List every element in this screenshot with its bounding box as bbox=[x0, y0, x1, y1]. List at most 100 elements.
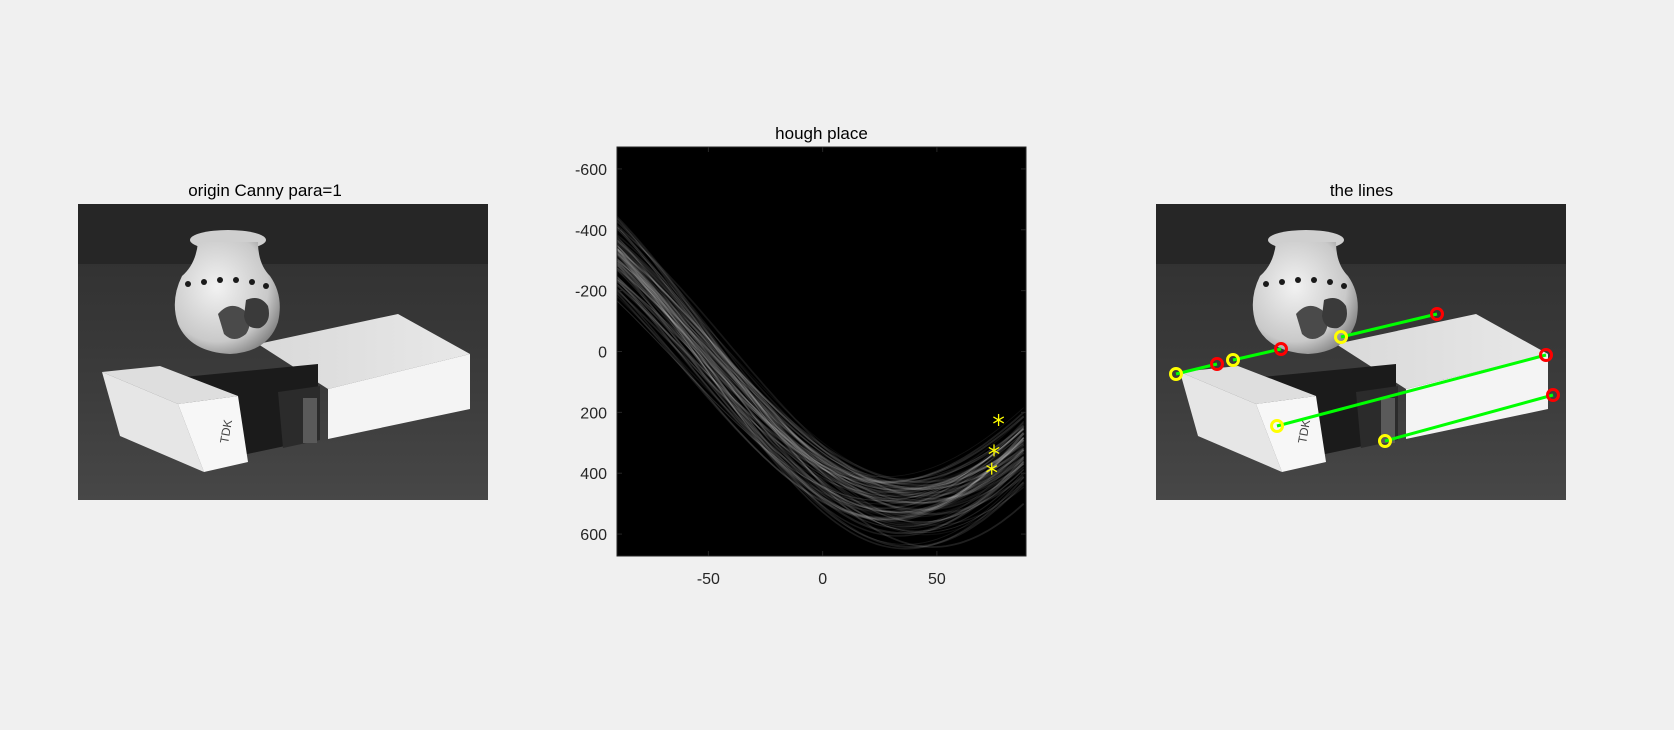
hough-curve bbox=[616, 267, 1024, 480]
detected-line bbox=[1232, 347, 1282, 362]
hough-curve bbox=[616, 262, 1025, 495]
hough-curve bbox=[616, 217, 1025, 536]
hough-curve bbox=[616, 260, 1025, 491]
line-end-marker bbox=[1546, 388, 1560, 402]
hough-curve bbox=[616, 238, 1025, 516]
hough-curve bbox=[616, 257, 1025, 492]
y-tick-label: -600 bbox=[575, 162, 607, 179]
hough-curve bbox=[616, 248, 1025, 490]
x-tick-label: 0 bbox=[818, 571, 827, 588]
hough-curve bbox=[616, 239, 1025, 506]
detected-line bbox=[1175, 362, 1218, 376]
right-panel-title: the lines bbox=[1329, 181, 1394, 200]
hough-curve bbox=[616, 224, 1025, 526]
line-start-marker bbox=[1226, 353, 1240, 367]
hough-curve bbox=[616, 267, 1025, 504]
hough-curve bbox=[616, 284, 1025, 483]
hough-curve bbox=[616, 269, 1024, 496]
hough-curve bbox=[616, 259, 1025, 483]
hough-ticks: -50 0 50 -600 -400 -200 0 200 400 600 bbox=[575, 147, 1026, 588]
hough-curve bbox=[616, 275, 1025, 505]
detected-line bbox=[1340, 312, 1438, 339]
hough-curve bbox=[616, 245, 1025, 489]
hough-curve bbox=[616, 242, 1024, 516]
hough-curve bbox=[616, 261, 1025, 494]
hough-curve bbox=[616, 241, 1024, 486]
detected-line bbox=[1276, 353, 1547, 428]
hough-curve bbox=[616, 295, 1025, 493]
hough-curve bbox=[616, 228, 1024, 534]
y-tick-label: -400 bbox=[575, 223, 607, 240]
hough-curve bbox=[616, 227, 1025, 518]
hough-curve bbox=[616, 281, 1024, 483]
line-end-marker bbox=[1539, 348, 1553, 362]
hough-curve bbox=[616, 226, 1025, 500]
hough-curve bbox=[616, 264, 1025, 491]
hough-curve bbox=[616, 253, 1025, 513]
hough-curve bbox=[616, 243, 1025, 530]
hough-curve bbox=[616, 245, 1025, 498]
hough-curve bbox=[616, 244, 1025, 528]
hough-curve bbox=[616, 278, 1025, 513]
hough-background bbox=[617, 147, 1026, 556]
hough-curve bbox=[616, 244, 1025, 526]
y-tick-label: -200 bbox=[575, 284, 607, 301]
hough-curve bbox=[616, 252, 1025, 511]
y-tick-label: 0 bbox=[598, 345, 607, 362]
hough-curve bbox=[616, 220, 1025, 548]
detected-line bbox=[1384, 393, 1554, 443]
hough-curve bbox=[616, 265, 1024, 498]
line-overlay bbox=[1169, 307, 1560, 448]
hough-curve bbox=[616, 276, 1025, 500]
hough-curve bbox=[616, 252, 1025, 502]
right-image bbox=[1156, 204, 1566, 500]
hough-curve bbox=[616, 263, 1025, 520]
hough-curve bbox=[616, 226, 1025, 523]
hough-curves bbox=[616, 216, 1025, 550]
hough-curve bbox=[616, 247, 1025, 487]
hough-curve bbox=[616, 269, 1025, 497]
hough-curve bbox=[616, 267, 1025, 485]
left-image bbox=[78, 204, 488, 500]
hough-curve bbox=[616, 242, 1025, 501]
hough-curve bbox=[616, 277, 1025, 485]
hough-curve bbox=[616, 251, 1025, 515]
hough-peak-marker bbox=[986, 462, 998, 475]
hough-curve bbox=[616, 283, 1024, 478]
y-tick-label: 600 bbox=[580, 527, 607, 544]
hough-curve bbox=[616, 259, 1025, 516]
hough-curve bbox=[616, 250, 1025, 522]
hough-curve bbox=[616, 245, 1025, 535]
y-tick-label: 400 bbox=[580, 466, 607, 483]
hough-curve bbox=[616, 234, 1025, 497]
hough-curve bbox=[616, 247, 1025, 537]
hough-curve bbox=[616, 218, 1025, 532]
hough-curve bbox=[616, 225, 1025, 525]
hough-curve bbox=[616, 239, 1025, 504]
hough-curve bbox=[616, 259, 1025, 489]
hough-curve bbox=[616, 235, 1025, 528]
hough-curve bbox=[616, 266, 1025, 497]
hough-peak-marker bbox=[988, 444, 1000, 457]
hough-curve bbox=[616, 248, 1025, 504]
hough-curve bbox=[616, 248, 1025, 548]
x-tick-label: 50 bbox=[928, 571, 946, 588]
hough-curve bbox=[616, 277, 1025, 510]
hough-peaks bbox=[986, 413, 1005, 475]
middle-panel-title: hough place bbox=[775, 124, 868, 143]
hough-curve bbox=[616, 257, 1025, 491]
hough-peak-marker bbox=[993, 413, 1005, 426]
hough-curve bbox=[616, 279, 1025, 514]
hough-plot: -50 0 50 -600 -400 -200 0 200 400 600 bbox=[575, 146, 1027, 588]
x-tick-label: -50 bbox=[697, 571, 720, 588]
hough-curve bbox=[616, 216, 1025, 523]
hough-curve bbox=[616, 254, 1025, 511]
hough-curve bbox=[616, 288, 1025, 521]
line-start-marker bbox=[1378, 434, 1392, 448]
hough-curve bbox=[616, 292, 1025, 519]
line-start-marker bbox=[1334, 330, 1348, 344]
hough-curve bbox=[616, 289, 1025, 484]
hough-curve bbox=[616, 300, 1025, 502]
line-end-marker bbox=[1274, 342, 1288, 356]
